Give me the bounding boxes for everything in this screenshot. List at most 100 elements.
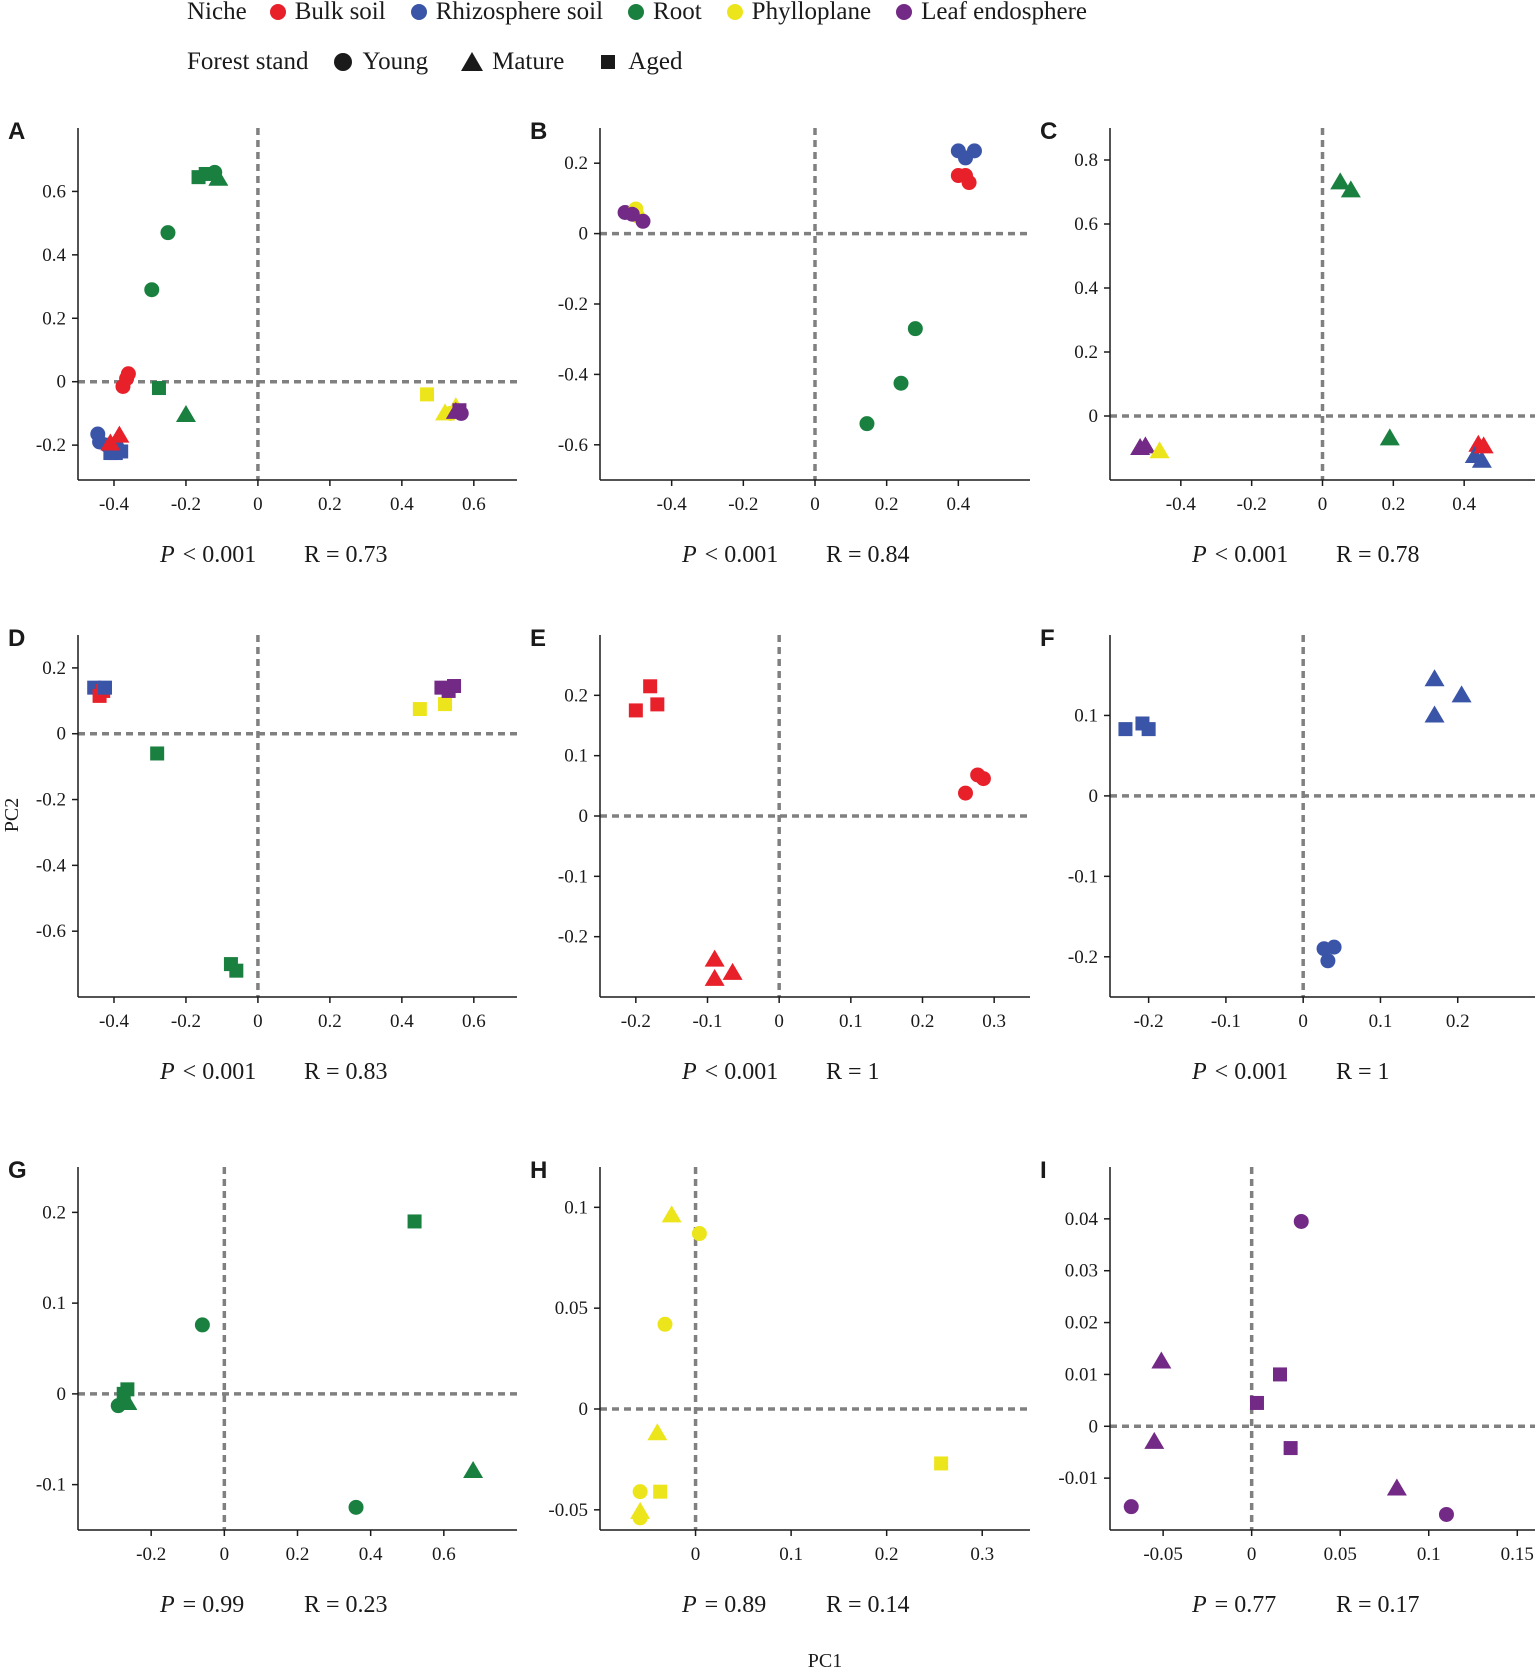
legend-item-aged: Aged	[596, 48, 682, 76]
p-value-label: P < 0.001	[159, 542, 256, 568]
x-tick-label: 0.1	[1417, 1544, 1441, 1565]
y-tick-label: 0.4	[42, 245, 66, 266]
x-tick-label: 0	[1298, 1011, 1308, 1032]
y-tick-label: -0.01	[1058, 1468, 1098, 1489]
x-tick-label: 0	[774, 1011, 784, 1032]
data-point-root	[120, 1382, 135, 1397]
x-tick-label: 0.6	[462, 494, 486, 515]
panel-letter: G	[8, 1157, 27, 1184]
x-tick-label: 0.2	[286, 1544, 310, 1565]
data-point-leaf-endosphere	[1151, 1351, 1172, 1369]
y-axis-title: PC2	[1, 798, 23, 832]
x-tick-label: -0.2	[136, 1544, 166, 1565]
data-point-root	[150, 746, 165, 761]
r-value-label: R = 0.78	[1336, 542, 1420, 568]
r-value-label: R = 0.84	[826, 542, 910, 568]
legend-swatch	[726, 4, 743, 20]
y-tick-label: 0	[57, 724, 67, 745]
y-tick-label: -0.2	[558, 294, 588, 315]
x-tick-label: -0.2	[621, 1011, 651, 1032]
y-tick-label: 0.04	[1065, 1209, 1099, 1230]
data-point-phylloplane	[438, 697, 453, 712]
p-value-label: P < 0.001	[681, 1059, 778, 1085]
data-point-bulk-soil	[1473, 436, 1494, 454]
legend-item-young: Young	[331, 48, 428, 76]
x-tick-label: -0.2	[171, 494, 201, 515]
data-point-root	[117, 1392, 138, 1410]
x-tick-label: 0.2	[318, 1011, 342, 1032]
y-tick-label: -0.2	[558, 927, 588, 948]
x-tick-label: 0.4	[1452, 494, 1476, 515]
panel-b: B -0.6 -0.4 -0.2 0 0.2 -0.4 -0.2 0 0.2 0.4 P < 0.001…	[530, 118, 1030, 568]
x-tick-label: 0	[253, 1011, 263, 1032]
panel-letter: D	[8, 625, 25, 652]
p-value: < 0.001	[705, 1059, 779, 1085]
panel-letter: C	[1040, 118, 1057, 145]
r-value-label: R = 1	[1336, 1059, 1390, 1085]
data-point-root	[1330, 172, 1351, 190]
x-tick-label: 0	[1247, 1544, 1257, 1565]
p-symbol: P	[1191, 1059, 1207, 1085]
data-point-phylloplane	[653, 1484, 668, 1499]
legend-item-mature: Mature	[460, 48, 564, 76]
p-value-label: P = 0.99	[159, 1592, 244, 1618]
legend-item-root: Root	[627, 0, 702, 26]
y-tick-label: -0.2	[1068, 947, 1098, 968]
y-tick-label: 0.2	[42, 308, 66, 329]
y-tick-label: 0	[1089, 1416, 1099, 1437]
data-point-rhizosphere-soil	[1141, 722, 1156, 737]
legend-swatch	[410, 4, 427, 20]
y-tick-label: 0.4	[1074, 278, 1098, 299]
panel-letter: H	[530, 1157, 547, 1184]
x-tick-label: 0.6	[462, 1011, 486, 1032]
data-point-bulk-soil	[961, 175, 977, 191]
x-tick-label: -0.4	[99, 494, 130, 515]
x-tick-label: 0.3	[982, 1011, 1006, 1032]
panel-g: G -0.1 0 0.1 0.2 -0.2 0 0.2 0.4 0.6 P = 0.99 R = 0.2…	[8, 1157, 517, 1618]
p-value-label: P < 0.001	[1191, 1059, 1288, 1085]
data-point-phylloplane	[632, 1510, 648, 1526]
data-point-rhizosphere-soil	[97, 680, 112, 695]
x-tick-label: -0.4	[657, 494, 688, 515]
legend-item-label: Rhizosphere soil	[435, 0, 604, 25]
data-point-leaf-endosphere	[1144, 1431, 1165, 1449]
x-tick-label: 0	[810, 494, 820, 515]
data-point-rhizosphere-soil	[1326, 939, 1342, 955]
p-value: = 0.89	[705, 1592, 767, 1618]
data-point-rhizosphere-soil	[966, 143, 982, 159]
p-value: < 0.001	[1215, 542, 1289, 568]
data-point-phylloplane	[647, 1423, 668, 1441]
y-tick-label: 0	[579, 1399, 589, 1420]
y-tick-label: 0	[57, 1384, 67, 1405]
data-point-root	[1340, 180, 1361, 198]
y-tick-label: -0.1	[558, 866, 588, 887]
p-symbol: P	[681, 1059, 697, 1085]
data-point-leaf-endosphere	[624, 206, 640, 222]
p-symbol: P	[681, 1592, 697, 1618]
data-point-root	[407, 1214, 422, 1229]
y-tick-label: -0.4	[36, 855, 67, 876]
data-point-bulk-soil	[704, 968, 725, 986]
data-point-bulk-soil	[100, 433, 121, 451]
data-point-phylloplane	[661, 1205, 682, 1223]
panel-f: F -0.2 -0.1 0 0.1 -0.2 -0.1 0 0.1 0.2 P < 0.001 R = …	[1040, 625, 1535, 1085]
p-symbol: P	[1191, 1592, 1207, 1618]
data-point-phylloplane	[691, 1226, 707, 1242]
y-tick-label: -0.05	[548, 1500, 588, 1521]
data-point-bulk-soil	[109, 425, 130, 443]
x-tick-label: -0.2	[1237, 494, 1267, 515]
panel-e: E -0.2 -0.1 0 0.1 0.2 -0.2 -0.1 0 0.1 0.2 0.3 P < 0.0…	[530, 625, 1030, 1085]
x-tick-label: 0.4	[390, 494, 414, 515]
data-point-bulk-soil	[643, 679, 658, 694]
legend-swatch	[628, 4, 645, 20]
x-tick-label: 0.2	[1381, 494, 1405, 515]
p-value: = 0.77	[1215, 1592, 1277, 1618]
panel-letter: F	[1040, 625, 1055, 652]
y-tick-label: -0.6	[558, 435, 588, 456]
x-tick-label: 0	[691, 1544, 701, 1565]
p-value-label: P < 0.001	[159, 1059, 256, 1085]
y-tick-label: 0.2	[564, 153, 588, 174]
y-tick-label: 0.6	[1074, 214, 1098, 235]
x-tick-label: -0.2	[171, 1011, 201, 1032]
